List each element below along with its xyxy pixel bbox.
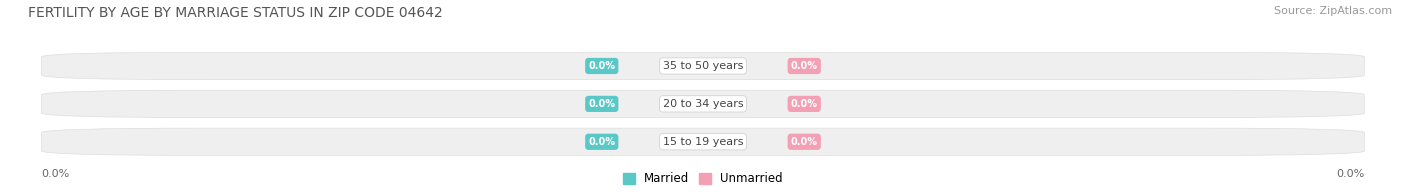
Text: 0.0%: 0.0% [790, 99, 818, 109]
Text: 0.0%: 0.0% [790, 137, 818, 147]
Text: FERTILITY BY AGE BY MARRIAGE STATUS IN ZIP CODE 04642: FERTILITY BY AGE BY MARRIAGE STATUS IN Z… [28, 6, 443, 20]
Text: 0.0%: 0.0% [790, 61, 818, 71]
Text: 0.0%: 0.0% [588, 137, 616, 147]
Text: 20 to 34 years: 20 to 34 years [662, 99, 744, 109]
FancyBboxPatch shape [42, 90, 1364, 118]
Text: 15 to 19 years: 15 to 19 years [662, 137, 744, 147]
FancyBboxPatch shape [42, 128, 1364, 155]
Text: 0.0%: 0.0% [588, 61, 616, 71]
FancyBboxPatch shape [42, 52, 1364, 80]
Legend: Married, Unmarried: Married, Unmarried [619, 168, 787, 190]
Text: Source: ZipAtlas.com: Source: ZipAtlas.com [1274, 6, 1392, 16]
Text: 0.0%: 0.0% [588, 99, 616, 109]
Text: 0.0%: 0.0% [1336, 169, 1364, 179]
Text: 35 to 50 years: 35 to 50 years [662, 61, 744, 71]
Text: 0.0%: 0.0% [42, 169, 70, 179]
